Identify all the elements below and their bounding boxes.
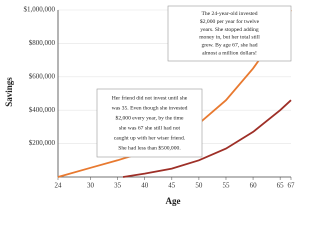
x-tick-label: 55: [222, 182, 230, 190]
annotation-text: she was 67 she still had not: [119, 125, 181, 131]
annotation-text: She had less than $500,000.: [118, 144, 181, 151]
y-tick-label: $200,000: [29, 139, 56, 147]
x-tick-label: 60: [250, 182, 258, 190]
chart: Age Savings $200,000 $400,000 $600,000 $800…: [4, 5, 296, 206]
annotation-box: [96, 88, 203, 158]
annotation-text: Her friend did not invest until she: [112, 94, 188, 101]
annotation-text: $2,000 per year for twelve: [200, 18, 260, 25]
y-tick-label: $600,000: [29, 72, 56, 80]
annotation-text: $2,000 every year, by the time: [116, 114, 184, 121]
x-tick-label: 35: [114, 182, 122, 190]
annotation-text: The 24-year-old invested: [201, 11, 257, 17]
y-tick-label: $800,000: [29, 39, 56, 47]
annotation-text: grew. By age 67, she had: [201, 43, 257, 49]
annotation-text: caught up with her wiser friend.: [114, 134, 186, 141]
annotation-box: [167, 5, 292, 62]
annotation-text: almost a million dollars!: [202, 50, 257, 56]
annotation-text: was 35. Even though she invested: [112, 105, 188, 111]
y-axis-title: Savings: [4, 77, 14, 107]
x-tick-label: 50: [195, 182, 203, 190]
x-tick-label: 65: [277, 182, 285, 190]
y-tick-label: $400,000: [29, 106, 56, 114]
x-tick-label: 40: [141, 182, 149, 190]
y-tick-label: $1,000,000: [24, 6, 56, 14]
x-tick-label: 24: [55, 182, 63, 190]
x-tick-label: 67: [288, 182, 296, 190]
x-tick-label: 45: [168, 182, 176, 190]
annotation-text: money in, but her total still: [199, 35, 260, 41]
series-line: [122, 99, 292, 178]
annotation-text: years. She stopped adding: [200, 27, 259, 33]
x-tick-label: 30: [87, 182, 95, 190]
x-axis-title: Age: [166, 196, 181, 206]
